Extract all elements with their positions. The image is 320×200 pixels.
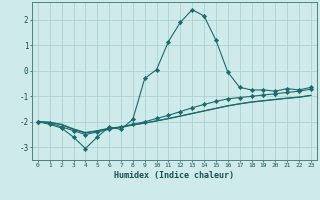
X-axis label: Humidex (Indice chaleur): Humidex (Indice chaleur)	[115, 171, 234, 180]
